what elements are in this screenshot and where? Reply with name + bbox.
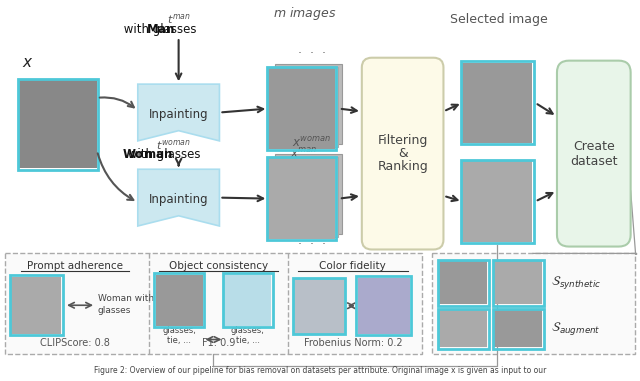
Bar	[275, 154, 342, 234]
Text: with glasses: with glasses	[124, 149, 200, 162]
FancyBboxPatch shape	[557, 61, 630, 247]
Bar	[440, 261, 487, 304]
Text: Inpainting: Inpainting	[149, 108, 209, 121]
Bar	[275, 64, 342, 144]
Text: $x$: $x$	[22, 55, 33, 70]
Text: Inpainting: Inpainting	[149, 193, 209, 206]
Bar	[461, 61, 534, 144]
Bar	[462, 162, 532, 242]
Polygon shape	[138, 84, 220, 141]
Bar	[19, 80, 97, 168]
Bar	[440, 310, 487, 347]
Text: glasses,: glasses,	[231, 326, 265, 335]
Bar	[154, 274, 204, 327]
Bar	[438, 309, 489, 349]
Bar	[493, 260, 543, 306]
Bar	[10, 275, 63, 335]
Bar	[223, 274, 273, 327]
Bar	[358, 278, 410, 334]
Text: glasses: glasses	[98, 306, 131, 315]
Bar	[268, 69, 335, 149]
Polygon shape	[138, 169, 220, 226]
Text: Filtering: Filtering	[378, 134, 428, 147]
Text: $x^{woman}$: $x^{woman}$	[292, 136, 331, 150]
Text: Woman with: Woman with	[98, 294, 154, 303]
Text: $m$ images: $m$ images	[273, 5, 337, 21]
Text: Object consistency: Object consistency	[169, 261, 268, 271]
Bar	[438, 260, 489, 306]
Bar	[12, 277, 61, 334]
Bar	[461, 160, 534, 243]
Text: Prompt adherence: Prompt adherence	[27, 261, 123, 271]
Text: $\mathcal{S}_{synthetic}$: $\mathcal{S}_{synthetic}$	[551, 274, 601, 291]
Text: dataset: dataset	[570, 155, 618, 168]
Text: with glasses: with glasses	[120, 23, 196, 36]
Bar	[271, 157, 338, 237]
Text: Ranking: Ranking	[377, 160, 428, 173]
Text: ·  ·  ·: · · ·	[298, 47, 326, 60]
Text: $x^{man}$: $x^{man}$	[290, 147, 317, 160]
Text: Create: Create	[573, 140, 614, 153]
Bar	[431, 253, 635, 354]
Text: $t^{man}$: $t^{man}$	[166, 13, 191, 26]
Text: F1: 0.9: F1: 0.9	[202, 338, 235, 348]
Bar	[462, 62, 532, 143]
Text: $t^{woman}$: $t^{woman}$	[156, 138, 191, 152]
Text: Figure 2: Overview of our pipeline for bias removal on datasets per attribute. O: Figure 2: Overview of our pipeline for b…	[94, 366, 546, 375]
Text: $\mathbf{Woman}$: $\mathbf{Woman}$	[122, 149, 173, 162]
Bar	[268, 158, 335, 239]
Bar	[156, 275, 202, 326]
Bar	[356, 276, 411, 335]
Text: $\mathcal{S}_{augment}$: $\mathcal{S}_{augment}$	[551, 320, 601, 337]
Text: tie, ...: tie, ...	[167, 336, 191, 346]
Text: $\mathbf{Man}$: $\mathbf{Man}$	[145, 23, 175, 36]
Text: Color fidelity: Color fidelity	[319, 261, 386, 271]
Bar	[225, 275, 271, 326]
Text: CLIPScore: 0.8: CLIPScore: 0.8	[40, 338, 110, 348]
Text: tie, ...: tie, ...	[236, 336, 260, 346]
Text: Frobenius Norm: 0.2: Frobenius Norm: 0.2	[303, 338, 402, 348]
Bar	[5, 253, 422, 354]
Text: Selected image: Selected image	[451, 13, 548, 26]
Bar	[494, 310, 542, 347]
Text: glasses,: glasses,	[162, 326, 196, 335]
Bar	[493, 309, 543, 349]
Bar	[293, 278, 345, 334]
Text: &: &	[398, 147, 408, 160]
Text: ·  ·  ·: · · ·	[298, 237, 326, 251]
Bar	[18, 79, 99, 170]
Bar	[271, 67, 338, 147]
Bar	[267, 67, 337, 150]
Bar	[267, 157, 337, 240]
Bar	[494, 261, 542, 304]
FancyBboxPatch shape	[362, 58, 444, 250]
